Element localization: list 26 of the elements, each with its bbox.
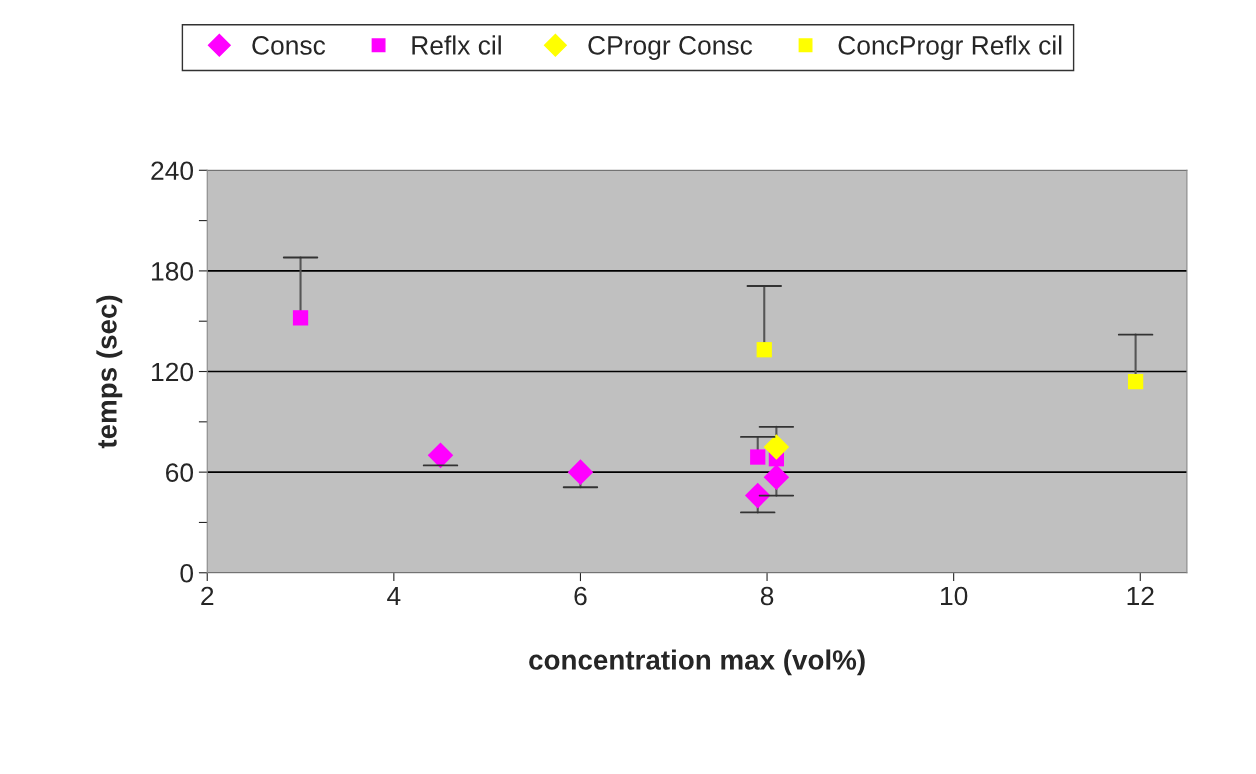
y-tick-label: 0 — [180, 563, 194, 583]
point — [763, 434, 790, 460]
x-tick-label: 12 — [1127, 586, 1154, 606]
y-tick-label: 180 — [152, 262, 194, 281]
legend-label: Reflx cil — [412, 35, 501, 55]
point — [567, 459, 594, 485]
point — [756, 342, 772, 358]
point — [427, 442, 454, 469]
point — [1127, 373, 1144, 390]
x-tick-label: 6 — [574, 586, 587, 606]
legend-label: ConcProgr Reflx cil — [838, 35, 1062, 60]
x-tick-label: 4 — [387, 586, 401, 606]
x-axis-title: concentration max (vol%) — [529, 649, 865, 676]
x-tick-label: 8 — [760, 586, 774, 606]
y-tick-label: 240 — [151, 161, 194, 181]
point — [750, 449, 766, 465]
legend-label: CProgr Consc — [588, 36, 753, 60]
x-tick-label: 10 — [941, 586, 968, 606]
y-axis-title: temps (sec) — [96, 295, 123, 449]
legend-label: Consc — [252, 36, 326, 55]
point — [763, 464, 790, 490]
point — [744, 482, 771, 509]
y-tick-label: 120 — [152, 362, 194, 382]
point — [292, 310, 309, 326]
y-tick-label: 60 — [166, 463, 194, 482]
x-tick-label: 2 — [201, 586, 214, 606]
